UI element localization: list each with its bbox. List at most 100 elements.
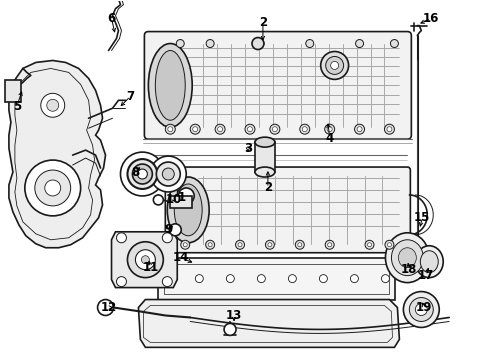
Polygon shape bbox=[138, 300, 399, 347]
Ellipse shape bbox=[254, 137, 274, 147]
Circle shape bbox=[354, 124, 364, 134]
Circle shape bbox=[235, 240, 244, 249]
Circle shape bbox=[381, 275, 388, 283]
Circle shape bbox=[192, 127, 197, 132]
Text: 3: 3 bbox=[244, 141, 251, 155]
Circle shape bbox=[45, 180, 61, 196]
Circle shape bbox=[35, 170, 71, 206]
Ellipse shape bbox=[155, 50, 185, 120]
Circle shape bbox=[217, 127, 222, 132]
Circle shape bbox=[162, 233, 172, 243]
Circle shape bbox=[195, 275, 203, 283]
Text: 18: 18 bbox=[400, 263, 417, 276]
Text: 19: 19 bbox=[415, 301, 431, 314]
Circle shape bbox=[127, 242, 163, 278]
Circle shape bbox=[164, 275, 172, 283]
Circle shape bbox=[226, 275, 234, 283]
Circle shape bbox=[206, 40, 214, 48]
Bar bbox=[158, 258, 395, 300]
Text: 13: 13 bbox=[225, 309, 242, 322]
Circle shape bbox=[165, 124, 175, 134]
Text: 14: 14 bbox=[173, 251, 189, 264]
Text: 7: 7 bbox=[126, 90, 134, 103]
Ellipse shape bbox=[174, 184, 202, 236]
Circle shape bbox=[355, 40, 363, 48]
Circle shape bbox=[244, 124, 254, 134]
Circle shape bbox=[141, 256, 149, 264]
Circle shape bbox=[176, 40, 184, 48]
Circle shape bbox=[295, 240, 304, 249]
FancyBboxPatch shape bbox=[144, 32, 410, 139]
Circle shape bbox=[257, 275, 265, 283]
Circle shape bbox=[181, 240, 189, 249]
Circle shape bbox=[403, 292, 438, 328]
Circle shape bbox=[320, 51, 348, 80]
Text: 10: 10 bbox=[166, 193, 182, 206]
Circle shape bbox=[255, 40, 264, 48]
Circle shape bbox=[183, 243, 187, 247]
Circle shape bbox=[135, 250, 155, 270]
Circle shape bbox=[330, 62, 338, 69]
Circle shape bbox=[384, 124, 394, 134]
Ellipse shape bbox=[398, 248, 415, 268]
Circle shape bbox=[386, 127, 391, 132]
Circle shape bbox=[137, 169, 147, 179]
Circle shape bbox=[414, 303, 427, 315]
Ellipse shape bbox=[414, 246, 442, 278]
Circle shape bbox=[251, 37, 264, 50]
Circle shape bbox=[364, 240, 373, 249]
Bar bbox=[164, 264, 388, 293]
Circle shape bbox=[325, 57, 343, 75]
Ellipse shape bbox=[390, 240, 423, 276]
Circle shape bbox=[356, 127, 361, 132]
Circle shape bbox=[265, 240, 274, 249]
Circle shape bbox=[327, 243, 331, 247]
Circle shape bbox=[156, 162, 180, 186]
Text: 9: 9 bbox=[164, 223, 172, 236]
Circle shape bbox=[47, 99, 59, 111]
Circle shape bbox=[269, 124, 279, 134]
Circle shape bbox=[162, 276, 172, 287]
Circle shape bbox=[297, 243, 301, 247]
Circle shape bbox=[324, 124, 334, 134]
Circle shape bbox=[389, 40, 398, 48]
Text: 1: 1 bbox=[178, 192, 186, 204]
Circle shape bbox=[224, 323, 236, 336]
Circle shape bbox=[326, 127, 331, 132]
Circle shape bbox=[178, 188, 194, 204]
Circle shape bbox=[132, 164, 152, 184]
Text: 12: 12 bbox=[100, 301, 117, 314]
Circle shape bbox=[299, 124, 309, 134]
Circle shape bbox=[98, 300, 113, 315]
Text: 6: 6 bbox=[107, 12, 115, 25]
Circle shape bbox=[25, 160, 81, 216]
Text: 17: 17 bbox=[417, 269, 433, 282]
Circle shape bbox=[150, 156, 186, 192]
Polygon shape bbox=[111, 232, 177, 288]
FancyBboxPatch shape bbox=[165, 167, 409, 253]
Circle shape bbox=[127, 159, 157, 189]
Circle shape bbox=[367, 243, 371, 247]
Text: 4: 4 bbox=[325, 132, 333, 145]
Circle shape bbox=[167, 127, 172, 132]
Ellipse shape bbox=[148, 44, 192, 127]
Ellipse shape bbox=[167, 177, 209, 243]
Circle shape bbox=[238, 243, 242, 247]
Circle shape bbox=[208, 243, 212, 247]
Text: 2: 2 bbox=[264, 181, 271, 194]
Circle shape bbox=[169, 224, 181, 236]
Circle shape bbox=[116, 233, 126, 243]
Circle shape bbox=[350, 275, 358, 283]
Text: 8: 8 bbox=[131, 166, 139, 179]
Circle shape bbox=[116, 276, 126, 287]
Circle shape bbox=[305, 40, 313, 48]
Circle shape bbox=[288, 275, 296, 283]
Circle shape bbox=[41, 93, 64, 117]
Text: 11: 11 bbox=[142, 261, 158, 274]
Circle shape bbox=[120, 152, 164, 196]
Text: 2: 2 bbox=[258, 16, 266, 29]
Circle shape bbox=[205, 240, 214, 249]
Ellipse shape bbox=[385, 233, 428, 283]
Ellipse shape bbox=[420, 251, 437, 273]
Circle shape bbox=[247, 127, 252, 132]
